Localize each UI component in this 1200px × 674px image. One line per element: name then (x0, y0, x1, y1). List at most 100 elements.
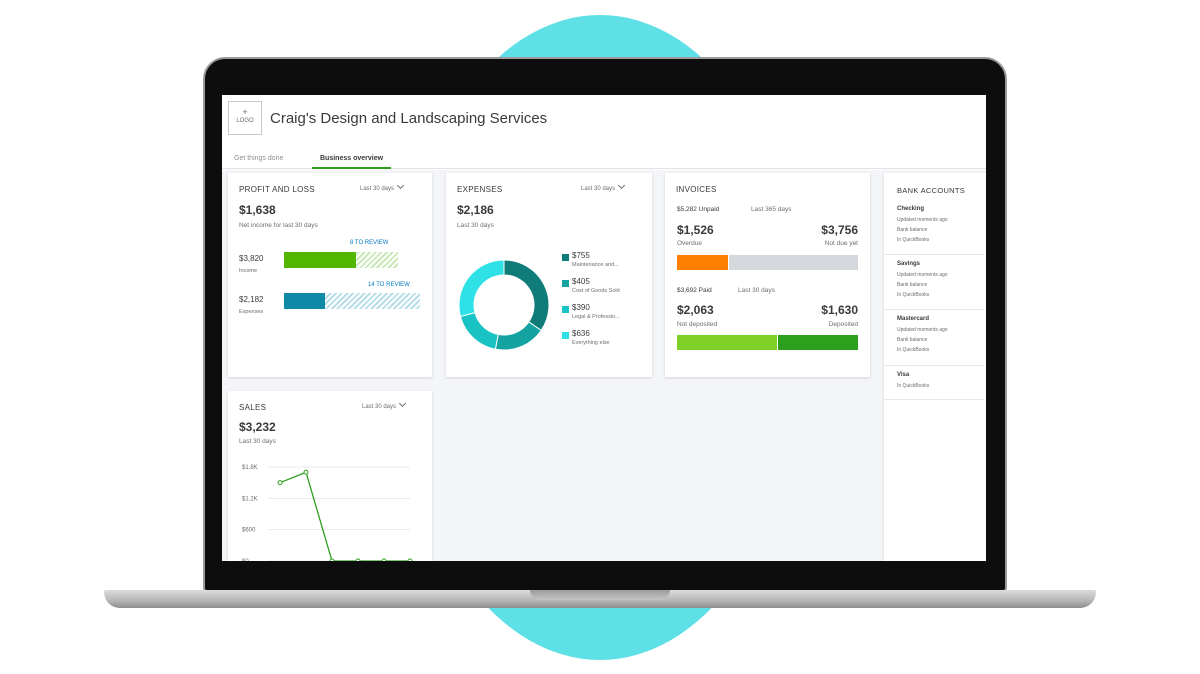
sales-data-point[interactable] (277, 480, 283, 486)
not-due-label: Not due yet (824, 240, 858, 247)
net-income-amount: $1,638 (239, 203, 276, 217)
overdue-amount: $1,526 (677, 223, 714, 237)
paid-bar[interactable] (677, 335, 858, 350)
paid-period: Last 30 days (738, 287, 775, 294)
y-tick-label: $0 (242, 559, 249, 561)
legend-swatch-cogs (562, 280, 569, 287)
bank-account-visa[interactable]: Visa In QuickBooks (884, 366, 984, 400)
sales-title: SALES (239, 403, 267, 412)
legend-amount-everything-else: $636 (572, 329, 590, 338)
bank-account-qb-label: In QuickBooks (897, 383, 930, 389)
donut-slice-2[interactable] (459, 312, 499, 350)
expenses-period-select[interactable]: Last 30 days (581, 181, 626, 192)
overdue-label: Overdue (677, 240, 702, 247)
income-amount: $3,820 (239, 254, 264, 263)
bank-account-name: Mastercard (897, 316, 930, 322)
sales-data-point[interactable] (407, 558, 413, 561)
sales-data-point[interactable] (355, 558, 361, 561)
donut-slice-1[interactable] (494, 321, 542, 351)
chevron-down-icon (617, 181, 626, 190)
unpaid-bar[interactable] (677, 255, 858, 270)
not-due-amount: $3,756 (821, 223, 858, 237)
tab-get-things-done[interactable]: Get things done (234, 155, 284, 162)
donut-slice-0[interactable] (503, 259, 550, 332)
legend-label-legal: Legal & Professio... (572, 314, 620, 320)
sales-data-point[interactable] (329, 558, 335, 561)
dashboard: PROFIT AND LOSS Last 30 days $1,638 Net … (222, 170, 986, 561)
profit-loss-card: PROFIT AND LOSS Last 30 days $1,638 Net … (228, 173, 432, 377)
sales-total: $3,232 (239, 420, 276, 434)
income-bar[interactable] (284, 252, 398, 268)
income-review-link[interactable]: 8 TO REVIEW (350, 240, 389, 246)
bank-account-mastercard[interactable]: Mastercard Updated moments ago Bank bala… (884, 310, 984, 366)
logo-label: LOGO (236, 118, 254, 124)
bank-account-balance-label: Bank balance (897, 337, 928, 343)
bank-account-qb-label: In QuickBooks (897, 292, 930, 298)
bank-account-balance-label: Bank balance (897, 227, 928, 233)
sales-line-chart[interactable]: $1.8K $1.2K $600 $0 (228, 391, 432, 561)
bank-account-status: Updated moments ago (897, 327, 948, 333)
deposited-bar-segment[interactable] (778, 335, 858, 350)
invoices-card: INVOICES $5,282 Unpaid Last 365 days $1,… (665, 173, 870, 377)
not-deposited-amount: $2,063 (677, 303, 714, 317)
period-label: Last 30 days (360, 186, 395, 192)
expenses-bar-fill (284, 293, 325, 309)
bank-account-name: Savings (897, 261, 921, 267)
expenses-total-label: Last 30 days (457, 222, 494, 229)
chevron-down-icon (396, 181, 405, 190)
overdue-bar-segment[interactable] (677, 255, 729, 270)
plus-icon: + (242, 107, 248, 117)
bank-account-savings[interactable]: Savings Updated moments ago Bank balance… (884, 255, 984, 310)
expenses-card: EXPENSES Last 30 days $2,186 Last 30 day… (446, 173, 652, 377)
not-deposited-bar-segment[interactable] (677, 335, 778, 350)
legend-swatch-maintenance (562, 254, 569, 261)
expenses-donut-chart[interactable] (454, 255, 554, 355)
legend-amount-maintenance: $755 (572, 251, 590, 260)
bank-account-status: Updated moments ago (897, 272, 948, 278)
invoices-title: INVOICES (676, 185, 717, 194)
not-due-bar-segment[interactable] (729, 255, 858, 270)
logo-upload-button[interactable]: + LOGO (228, 101, 262, 135)
net-income-label: Net income for last 30 days (239, 222, 318, 229)
sales-total-label: Last 30 days (239, 438, 276, 445)
expenses-bar[interactable] (284, 293, 420, 309)
bank-account-qb-label: In QuickBooks (897, 347, 930, 353)
bank-accounts-card: BANK ACCOUNTS Checking Updated moments a… (884, 173, 986, 561)
tab-business-overview[interactable]: Business overview (312, 155, 392, 169)
unpaid-amount: $5,282 Unpaid (677, 206, 720, 213)
sales-data-point[interactable] (381, 558, 387, 561)
bank-account-checking[interactable]: Checking Updated moments ago Bank balanc… (884, 201, 984, 255)
y-tick-label: $1.8K (242, 465, 258, 471)
not-deposited-label: Not deposited (677, 321, 718, 328)
bank-account-name: Visa (897, 372, 910, 378)
deposited-amount: $1,630 (821, 303, 858, 317)
y-tick-label: $600 (242, 528, 256, 534)
sales-period-select[interactable]: Last 30 days (362, 399, 407, 410)
bank-account-qb-label: In QuickBooks (897, 237, 930, 243)
tab-bar: Get things done Business overview (222, 149, 986, 169)
company-name: Craig's Design and Landscaping Services (270, 110, 548, 127)
legend-label-everything-else: Everything else (572, 340, 610, 346)
pl-expenses-label: Expenses (239, 309, 264, 315)
sales-data-point[interactable] (303, 469, 309, 475)
unpaid-period: Last 365 days (751, 206, 792, 213)
profit-loss-period-select[interactable]: Last 30 days (360, 181, 405, 192)
legend-label-maintenance: Maintenance and... (572, 262, 619, 268)
expenses-review-link[interactable]: 14 TO REVIEW (368, 282, 410, 288)
expenses-title: EXPENSES (457, 185, 503, 194)
pl-expenses-amount: $2,182 (239, 295, 264, 304)
period-label: Last 30 days (581, 186, 616, 192)
income-label: Income (239, 268, 258, 274)
bank-account-balance-label: Bank balance (897, 282, 928, 288)
app-screen: + LOGO Craig's Design and Landscaping Se… (222, 95, 986, 561)
bank-account-status: Updated moments ago (897, 217, 948, 223)
paid-amount: $3,692 Paid (677, 287, 712, 294)
sales-series-line (279, 471, 410, 561)
legend-swatch-everything-else (562, 332, 569, 339)
income-bar-fill (284, 252, 356, 268)
period-label: Last 30 days (362, 404, 397, 410)
bank-accounts-title: BANK ACCOUNTS (897, 186, 966, 195)
donut-slice-3[interactable] (458, 259, 505, 318)
y-tick-label: $1.2K (242, 496, 258, 502)
